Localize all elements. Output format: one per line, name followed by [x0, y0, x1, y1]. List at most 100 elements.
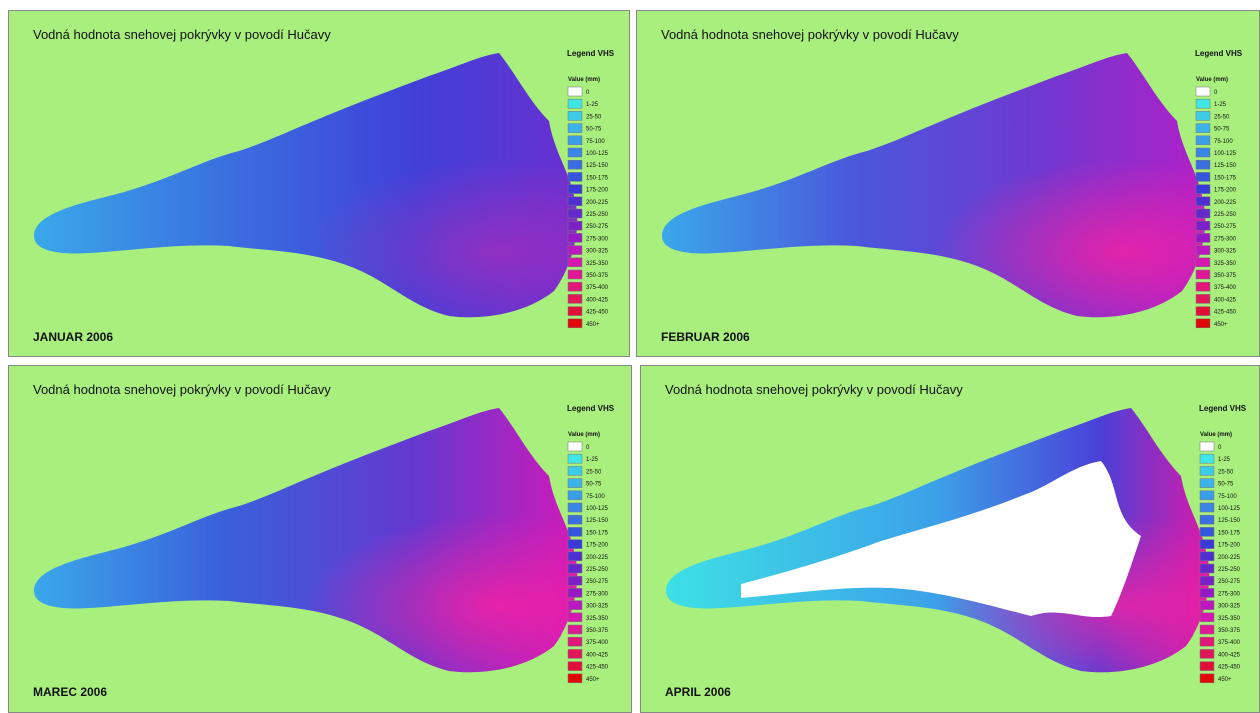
- legend-swatch: [1200, 637, 1214, 646]
- legend-label: 375-400: [1218, 640, 1241, 646]
- legend-label: 225-250: [1218, 567, 1241, 573]
- legend-swatch: [1200, 442, 1214, 451]
- legend-label: 375-400: [586, 640, 609, 646]
- legend-swatch: [1196, 136, 1210, 145]
- legend-label: 375-400: [1214, 285, 1237, 291]
- legend-label: 0: [1214, 90, 1218, 96]
- legend-label: 275-300: [586, 591, 609, 597]
- legend-swatch: [568, 588, 582, 597]
- legend-label: 200-225: [1218, 555, 1241, 561]
- legend-swatch: [1200, 552, 1214, 561]
- legend-label: 350-375: [1214, 273, 1237, 279]
- legend-swatch: [568, 111, 582, 120]
- legend-label: 275-300: [1218, 591, 1241, 597]
- panel-title: Vodná hodnota snehovej pokrývky v povodí…: [665, 382, 963, 397]
- legend-label: 50-75: [1218, 482, 1234, 488]
- panel-title: Vodná hodnota snehovej pokrývky v povodí…: [33, 382, 331, 397]
- legend-swatch: [1196, 294, 1210, 303]
- legend-label: 125-150: [1218, 518, 1241, 524]
- legend-label: 175-200: [1218, 543, 1241, 549]
- legend-swatch: [1196, 185, 1210, 194]
- legend-swatch: [1200, 576, 1214, 585]
- legend-swatch: [568, 601, 582, 610]
- legend-swatch: [1200, 466, 1214, 475]
- legend-label: 325-350: [586, 261, 609, 267]
- legend-swatch: [1196, 282, 1210, 291]
- legend-label: 0: [586, 90, 590, 96]
- legend-swatch: [568, 185, 582, 194]
- legend-swatch: [1200, 662, 1214, 671]
- legend-swatch: [1196, 270, 1210, 279]
- legend-swatch: [1196, 221, 1210, 230]
- legend-label: 1-25: [1218, 457, 1231, 463]
- legend-swatch: [568, 172, 582, 181]
- legend-swatch: [1196, 87, 1210, 96]
- legend-label: 400-425: [586, 297, 609, 303]
- legend-swatch: [568, 564, 582, 573]
- legend-swatch: [1196, 197, 1210, 206]
- legend-label: 250-275: [586, 579, 609, 585]
- legend-label: 425-450: [586, 665, 609, 671]
- legend-label: 325-350: [586, 616, 609, 622]
- map-panel: Vodná hodnota snehovej pokrývky v povodí…: [636, 10, 1260, 357]
- legend-label: 300-325: [1214, 249, 1237, 255]
- map: Vodná hodnota snehovej pokrývky v povodí…: [9, 366, 632, 713]
- month-label: FEBRUAR 2006: [661, 330, 750, 344]
- legend-label: 250-275: [1218, 579, 1241, 585]
- legend-title: Legend VHS: [567, 404, 615, 413]
- legend-label: 450+: [586, 677, 600, 683]
- month-label: JANUAR 2006: [33, 330, 113, 344]
- legend-swatch: [568, 674, 582, 683]
- legend-swatch: [568, 319, 582, 328]
- legend-swatch: [1196, 124, 1210, 133]
- legend-swatch: [568, 209, 582, 218]
- legend-swatch: [1196, 209, 1210, 218]
- legend-label: 200-225: [1214, 200, 1237, 206]
- legend-label: 50-75: [1214, 127, 1230, 133]
- legend-label: 350-375: [1218, 628, 1241, 634]
- legend-title: Legend VHS: [1199, 404, 1247, 413]
- legend-swatch: [568, 307, 582, 316]
- map: Vodná hodnota snehovej pokrývky v povodí…: [641, 366, 1260, 713]
- legend-subtitle: Value (mm): [568, 432, 600, 438]
- legend-swatch: [568, 613, 582, 622]
- legend-swatch: [568, 233, 582, 242]
- legend-swatch: [568, 515, 582, 524]
- legend-swatch: [1196, 172, 1210, 181]
- basin-edge: [34, 408, 577, 672]
- legend-label: 425-450: [1214, 310, 1237, 316]
- legend-label: 350-375: [586, 273, 609, 279]
- legend-label: 75-100: [1214, 139, 1233, 145]
- legend-label: 150-175: [1218, 530, 1241, 536]
- basin-edge: [662, 53, 1205, 317]
- legend-label: 300-325: [586, 249, 609, 255]
- legend-label: 175-200: [586, 543, 609, 549]
- legend-label: 100-125: [586, 151, 609, 157]
- legend-label: 225-250: [1214, 212, 1237, 218]
- legend-swatch: [568, 148, 582, 157]
- legend-swatch: [1200, 649, 1214, 658]
- legend-swatch: [568, 466, 582, 475]
- legend-swatch: [568, 294, 582, 303]
- legend-swatch: [568, 540, 582, 549]
- legend-swatch: [1200, 564, 1214, 573]
- legend-swatch: [568, 246, 582, 255]
- legend-swatch: [568, 87, 582, 96]
- legend-swatch: [568, 552, 582, 561]
- legend-swatch: [568, 479, 582, 488]
- month-label: MAREC 2006: [33, 685, 107, 699]
- month-label: APRIL 2006: [665, 685, 731, 699]
- legend-swatch: [568, 258, 582, 267]
- legend-label: 175-200: [586, 188, 609, 194]
- legend-label: 400-425: [586, 652, 609, 658]
- legend-label: 100-125: [1214, 151, 1237, 157]
- basin-edge: [34, 53, 577, 317]
- legend-label: 75-100: [586, 494, 605, 500]
- legend-swatch: [1196, 319, 1210, 328]
- legend-swatch: [1196, 99, 1210, 108]
- legend-swatch: [1196, 111, 1210, 120]
- legend-swatch: [1200, 540, 1214, 549]
- legend-swatch: [1200, 454, 1214, 463]
- legend-swatch: [568, 442, 582, 451]
- legend-label: 125-150: [1214, 163, 1237, 169]
